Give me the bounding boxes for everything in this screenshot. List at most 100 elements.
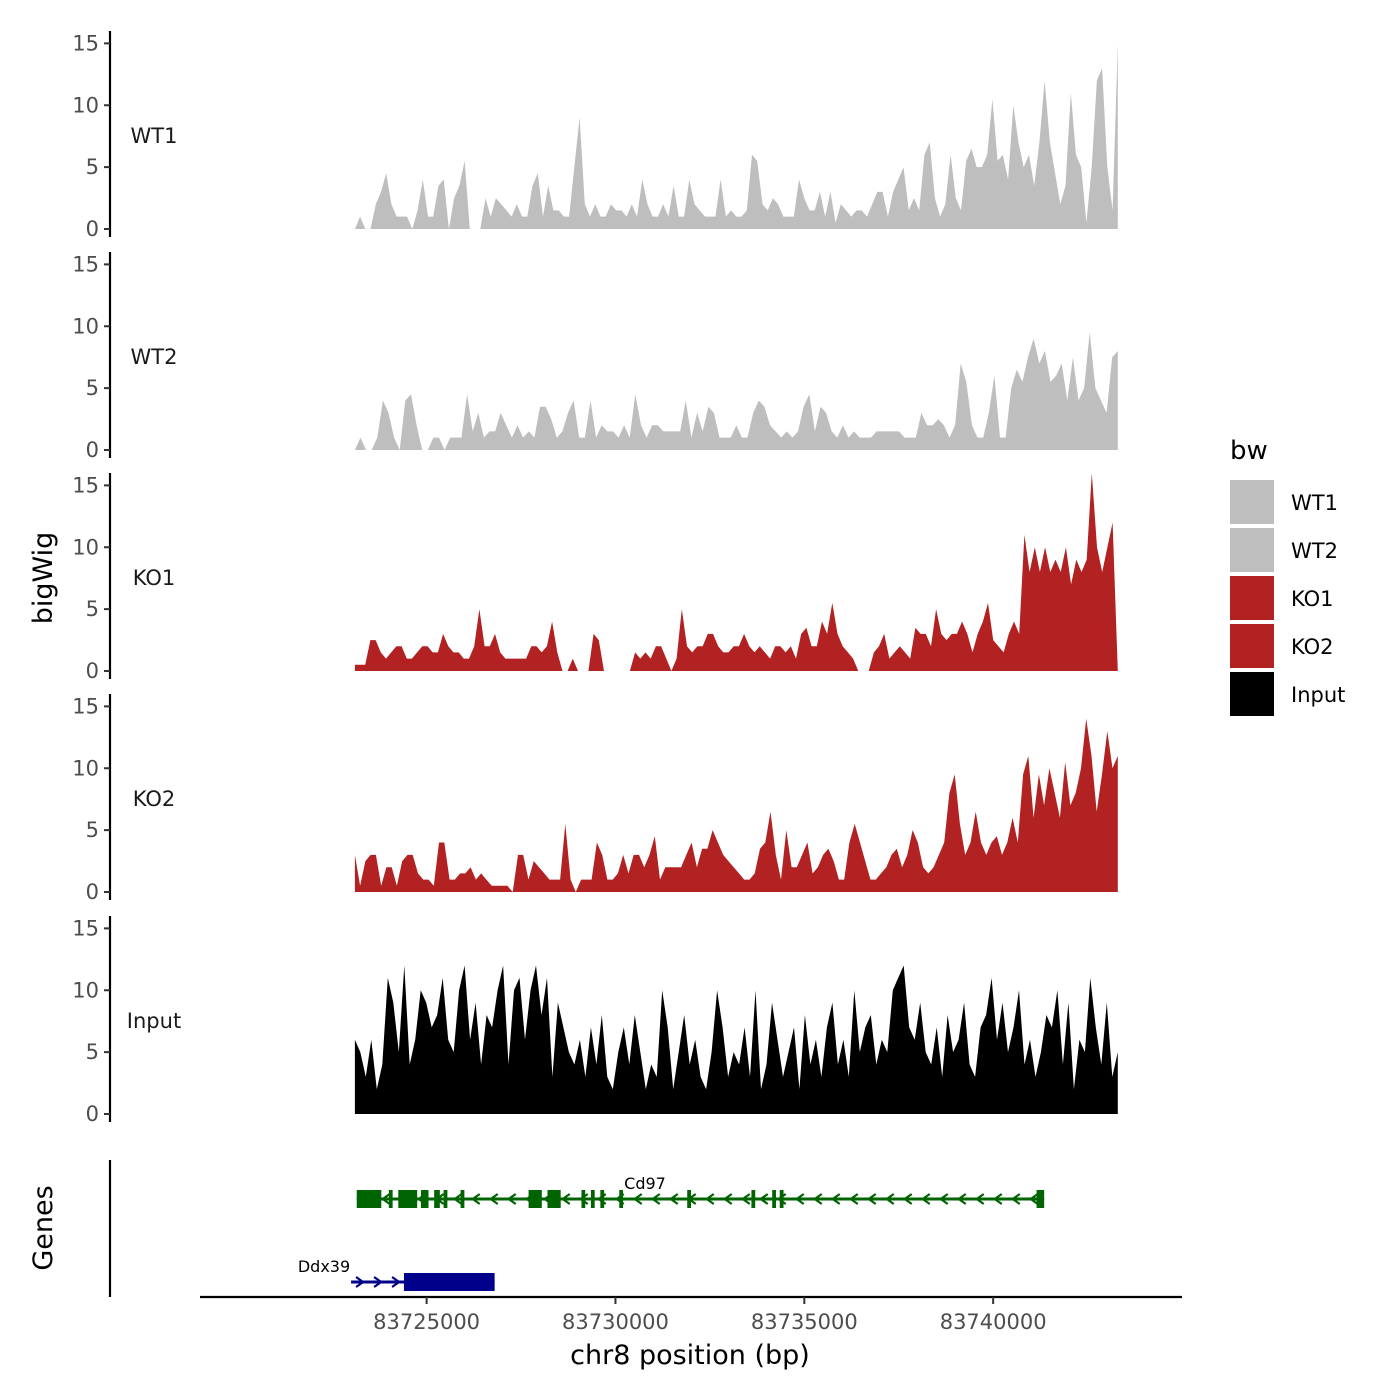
strand-arrow [884,1193,895,1205]
y-tick-label: 15 [72,916,99,940]
strand-arrow [902,1193,913,1205]
strand-arrow [938,1193,949,1205]
exon [388,1190,393,1208]
strand-arrow [722,1193,733,1205]
legend-label-ko1: KO1 [1291,587,1334,611]
x-tick-label: 83730000 [562,1310,669,1334]
coverage-area-ko2 [354,718,1118,892]
exon [356,1190,382,1208]
y-tick-label: 10 [72,756,99,780]
coverage-area-wt2 [354,332,1118,450]
y-tick-label: 10 [72,978,99,1002]
y-tick-label: 15 [72,252,99,276]
coverage-area-input [354,965,1118,1114]
x-tick-label: 83735000 [751,1310,858,1334]
x-tick-label: 83725000 [373,1310,480,1334]
legend-key-wt2 [1230,528,1274,572]
exon [403,1273,495,1291]
strand-arrow [506,1193,517,1205]
strand-arrow [632,1193,643,1205]
strand-arrow [1010,1193,1021,1205]
track-label: WT1 [131,124,178,148]
y-tick-label: 5 [86,1040,99,1064]
strand-arrow [974,1193,985,1205]
exon [751,1190,756,1208]
panel-ko1: 0 5 10 15 KO1 [72,473,1118,683]
y-tick-label: 5 [86,376,99,400]
y-tick-label: 0 [86,880,99,904]
strand-arrow [650,1193,661,1205]
y-tick-label: 5 [86,597,99,621]
legend-key-ko2 [1230,624,1274,668]
strand-arrow [560,1193,571,1205]
track-label: KO1 [133,566,176,590]
strand-arrow [452,1193,463,1205]
gene-track: Cd97 Ddx39 [108,1160,1045,1297]
y-axis-title: bigWig [28,532,59,625]
y-tick-label: 15 [72,473,99,497]
exon [398,1190,418,1208]
exon [443,1190,448,1208]
exon [420,1190,429,1208]
coverage-area-wt1 [354,43,1118,230]
exon [581,1190,586,1208]
legend: bw WT1 WT2 KO1 KO2 Input [1230,436,1345,716]
exon [772,1190,776,1208]
legend-label-wt1: WT1 [1291,491,1338,515]
exon [619,1190,624,1208]
track-label: WT2 [131,345,178,369]
y-tick-label: 15 [72,694,99,718]
y-tick-label: 15 [72,31,99,55]
x-axis-title: chr8 position (bp) [570,1340,810,1371]
panel-ko2: 0 5 10 15 KO2 [72,694,1118,904]
legend-label-wt2: WT2 [1291,539,1338,563]
legend-key-input [1230,672,1274,716]
y-tick-label: 10 [72,314,99,338]
exon [460,1190,465,1208]
coverage-area-ko1 [354,473,1118,671]
exon [1036,1190,1045,1208]
y-tick-label: 5 [86,818,99,842]
strand-arrow [830,1193,841,1205]
strand-arrow [794,1193,805,1205]
strand-arrow [758,1193,769,1205]
strand-arrow [920,1193,931,1205]
strand-arrow [866,1193,877,1205]
track-label: Input [127,1009,181,1033]
panel-wt1: 0 5 10 15 WT1 [72,31,1118,241]
strand-arrow [992,1193,1003,1205]
legend-label-ko2: KO2 [1291,635,1334,659]
strand-arrow [704,1193,715,1205]
exon [779,1190,784,1208]
exon [687,1190,691,1208]
exon [600,1190,605,1208]
track-label: KO2 [133,787,176,811]
panel-wt2: 0 5 10 15 WT2 [72,252,1118,462]
strand-arrow [848,1193,859,1205]
exon [434,1190,440,1208]
strand-arrow [355,1276,365,1288]
legend-title: bw [1230,436,1268,466]
strand-arrow [373,1276,383,1288]
y-tick-label: 10 [72,93,99,117]
strand-arrow [470,1193,481,1205]
y-tick-label: 0 [86,659,99,683]
legend-label-input: Input [1291,683,1345,707]
genes-axis-title: Genes [28,1185,59,1270]
gene-ddx39: Ddx39 [298,1257,495,1291]
strand-arrow [956,1193,967,1205]
strand-arrow [740,1193,751,1205]
legend-key-wt1 [1230,480,1274,524]
strand-arrow [380,1193,391,1205]
gene-label: Ddx39 [298,1257,350,1276]
y-tick-label: 5 [86,155,99,179]
exon [590,1190,595,1208]
strand-arrow [391,1276,401,1288]
gene-cd97: Cd97 [356,1174,1045,1208]
gene-label: Cd97 [624,1174,666,1193]
y-tick-label: 10 [72,535,99,559]
x-axis: 83725000 83730000 83735000 83740000 [200,1295,1182,1334]
strand-arrow [812,1193,823,1205]
strand-arrow [578,1193,589,1205]
x-tick-label: 83740000 [940,1310,1047,1334]
